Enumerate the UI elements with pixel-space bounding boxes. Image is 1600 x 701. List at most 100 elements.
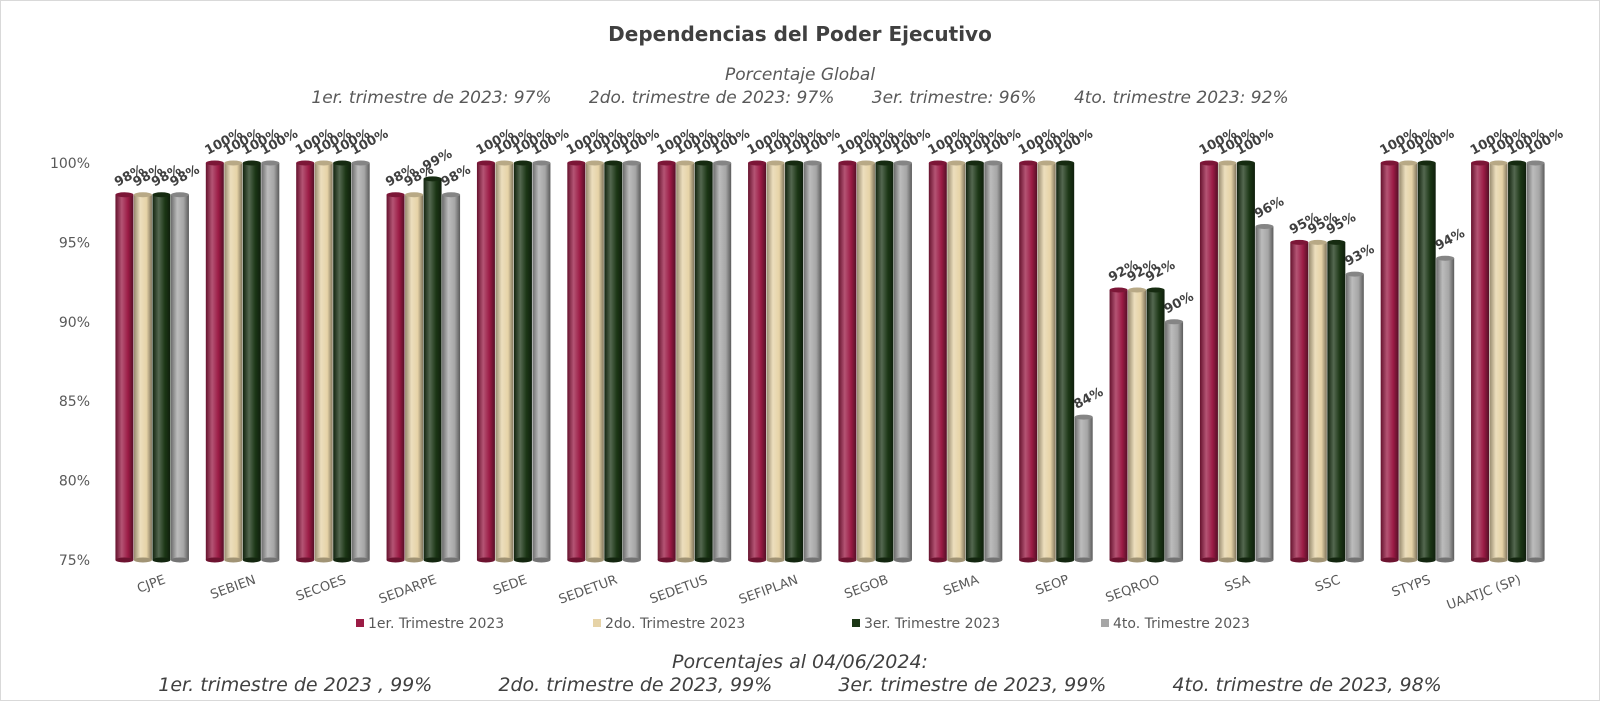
- bar-base: [1380, 557, 1399, 563]
- bar-base: [1074, 557, 1093, 563]
- x-tick-label: SEDETUS: [648, 573, 710, 608]
- bar: [1037, 163, 1056, 560]
- bar-base: [1436, 557, 1455, 563]
- bar-base: [1037, 557, 1056, 563]
- footer-item-4: 4to. trimestre de 2023, 98%: [1172, 674, 1442, 696]
- bar-base: [1489, 557, 1508, 563]
- bar: [1056, 163, 1075, 560]
- legend-swatch: [1101, 619, 1109, 627]
- bar-top: [1526, 160, 1545, 166]
- bar-top: [1327, 239, 1346, 245]
- bar-base: [1526, 557, 1545, 563]
- bar-top: [1290, 239, 1309, 245]
- y-tick-label: 75%: [59, 553, 90, 569]
- bar-top: [1037, 160, 1056, 166]
- bar-base: [622, 557, 641, 563]
- bar-top: [115, 192, 134, 198]
- bar: [242, 163, 261, 560]
- bar-base: [676, 557, 695, 563]
- bar-base: [133, 557, 152, 563]
- bar-top: [1218, 160, 1237, 166]
- bar-base: [856, 557, 875, 563]
- bar-top: [984, 160, 1003, 166]
- bar-top: [748, 160, 767, 166]
- legend-label: 1er. Trimestre 2023: [368, 616, 504, 632]
- footer-items: 1er. trimestre de 2023 , 99% 2do. trimes…: [0, 674, 1600, 696]
- x-tick-label: SEDARPE: [377, 573, 439, 608]
- bar-base: [748, 557, 767, 563]
- bar-base: [838, 557, 857, 563]
- bar-base: [314, 557, 333, 563]
- bar: [476, 163, 495, 560]
- bar-top: [170, 192, 189, 198]
- bar-top: [766, 160, 785, 166]
- bar: [1327, 242, 1346, 560]
- data-label: 93%: [1343, 242, 1378, 270]
- bar: [1489, 163, 1508, 560]
- bar: [405, 194, 424, 560]
- bar-base: [532, 557, 551, 563]
- bar: [928, 163, 947, 560]
- y-tick-label: 90%: [59, 315, 90, 331]
- bar: [748, 163, 767, 560]
- bar: [1526, 163, 1545, 560]
- x-tick-label: SEDETUR: [557, 573, 620, 608]
- bar: [152, 194, 171, 560]
- x-tick-label: SEQROO: [1104, 573, 1162, 606]
- bar-top: [947, 160, 966, 166]
- bar: [1199, 163, 1218, 560]
- footer-item-1: 1er. trimestre de 2023 , 99%: [158, 674, 433, 696]
- bar-base: [224, 557, 243, 563]
- bar: [622, 163, 641, 560]
- bar-top: [1109, 287, 1128, 293]
- bar-base: [766, 557, 785, 563]
- bar-top: [386, 192, 405, 198]
- bar-base: [1471, 557, 1490, 563]
- bar-base: [1218, 557, 1237, 563]
- data-label: 98%: [439, 162, 474, 190]
- legend-label: 2do. Trimestre 2023: [605, 616, 745, 632]
- data-label: 84%: [1072, 385, 1107, 413]
- bar: [567, 163, 586, 560]
- bar-top: [1380, 160, 1399, 166]
- bar: [532, 163, 551, 560]
- bar-base: [1056, 557, 1075, 563]
- x-tick-label: STYPS: [1390, 573, 1433, 601]
- bar-base: [423, 557, 442, 563]
- bar: [1074, 417, 1093, 560]
- bar-top: [205, 160, 224, 166]
- bar-base: [1109, 557, 1128, 563]
- bar-top: [133, 192, 152, 198]
- bar-base: [585, 557, 604, 563]
- bar-base: [242, 557, 261, 563]
- bar-base: [785, 557, 804, 563]
- bar: [296, 163, 315, 560]
- bar-base: [1019, 557, 1038, 563]
- bar: [1146, 290, 1165, 560]
- bar: [1218, 163, 1237, 560]
- bar: [785, 163, 804, 560]
- x-tick-label: SEBIEN: [208, 573, 257, 603]
- bar-top: [567, 160, 586, 166]
- data-label: 94%: [1433, 226, 1468, 254]
- bar-top: [604, 160, 623, 166]
- bar: [423, 178, 442, 560]
- bar-top: [513, 160, 532, 166]
- bar-top: [1489, 160, 1508, 166]
- quarter-notes: 1er. trimestre de 2023: 97% 2do. trimest…: [0, 88, 1600, 108]
- bar: [856, 163, 875, 560]
- x-tick-label: CJPE: [135, 573, 167, 597]
- x-tick-label: SECOES: [294, 573, 348, 605]
- footer-item-2: 2do. trimestre de 2023, 99%: [498, 674, 773, 696]
- bar-base: [875, 557, 894, 563]
- bar-base: [965, 557, 984, 563]
- bar: [1308, 242, 1327, 560]
- bar-base: [1399, 557, 1418, 563]
- bar-base: [984, 557, 1003, 563]
- bar-top: [1056, 160, 1075, 166]
- bar-top: [333, 160, 352, 166]
- bar: [694, 163, 713, 560]
- legend-swatch: [356, 619, 364, 627]
- bar: [1508, 163, 1527, 560]
- x-tick-label: UAATJC (SP): [1445, 573, 1523, 614]
